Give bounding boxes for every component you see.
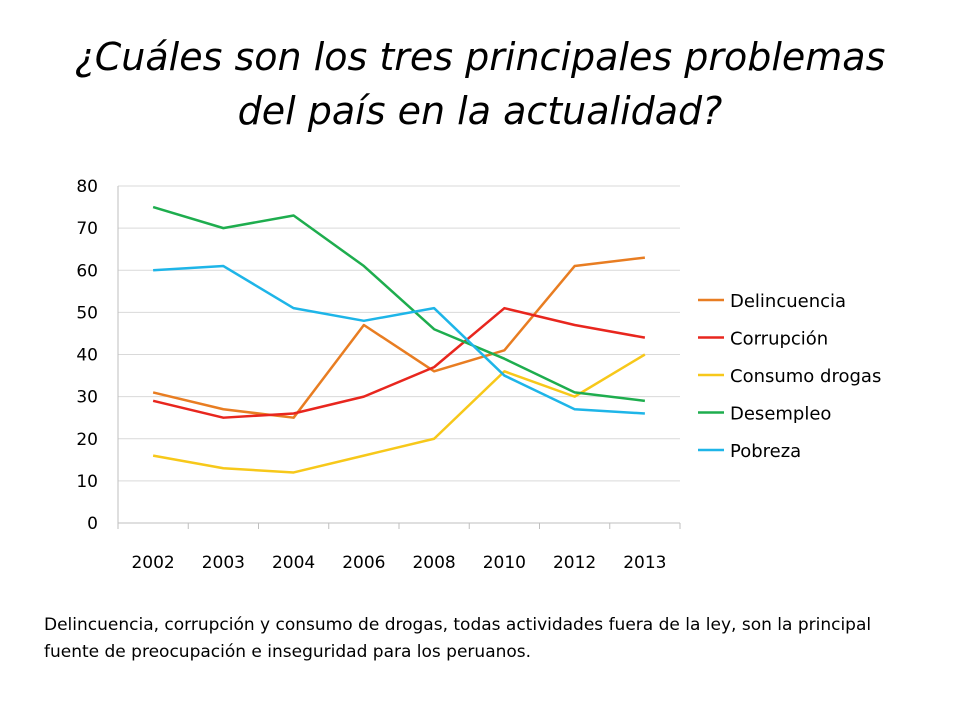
title-line-1: ¿Cuáles son los tres principales problem… xyxy=(74,35,886,79)
chart-title: ¿Cuáles son los tres principales problem… xyxy=(0,30,960,138)
series-line-desempleo xyxy=(152,205,646,403)
x-tick-label-2013: 2013 xyxy=(623,553,666,573)
y-tick-label-20: 20 xyxy=(76,430,98,450)
y-tick-label-40: 40 xyxy=(76,346,98,366)
series-line-pobreza xyxy=(153,264,645,415)
y-tick-label-10: 10 xyxy=(76,472,98,492)
y-tick-label-60: 60 xyxy=(76,261,98,281)
series-line-consumo-drogas xyxy=(152,353,646,474)
legend-label-pobreza: Pobreza xyxy=(730,441,801,462)
y-tick-label-30: 30 xyxy=(76,388,98,408)
y-tick-label-0: 0 xyxy=(87,514,98,534)
legend-label-corrupción: Corrupción xyxy=(730,329,828,350)
series-line-delincuencia xyxy=(152,256,646,419)
x-tick-label-2004: 2004 xyxy=(272,553,315,573)
series-line-corrupción xyxy=(152,306,646,419)
legend-label-delincuencia: Delincuencia xyxy=(730,291,846,312)
x-tick-label-2008: 2008 xyxy=(412,553,455,573)
x-tick-label-2012: 2012 xyxy=(553,553,596,573)
y-tick-label-80: 80 xyxy=(76,177,98,197)
y-tick-label-70: 70 xyxy=(76,219,98,239)
legend-label-consumo-drogas: Consumo drogas xyxy=(730,366,881,387)
x-tick-label-2006: 2006 xyxy=(342,553,385,573)
legend-label-desempleo: Desempleo xyxy=(730,404,831,425)
x-tick-label-2010: 2010 xyxy=(483,553,526,573)
x-tick-label-2003: 2003 xyxy=(202,553,245,573)
title-line-2: del país en la actualidad? xyxy=(237,89,723,133)
line-chart: 0 10 20 30 40 50 60 70 80 2002 2003 2004 2006 2008 201… xyxy=(76,177,881,573)
x-tick-label-2002: 2002 xyxy=(131,553,174,573)
caption: Delincuencia, corrupción y consumo de dr… xyxy=(44,615,872,662)
y-tick-label-50: 50 xyxy=(76,303,98,323)
